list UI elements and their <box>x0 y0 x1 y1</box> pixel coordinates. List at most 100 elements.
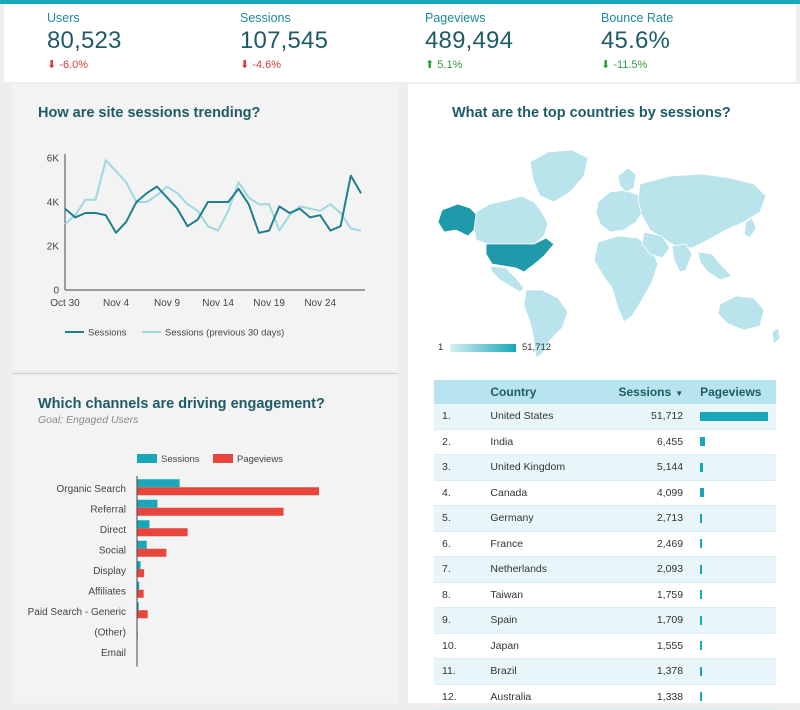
bar-sessions[interactable] <box>137 520 150 529</box>
trend-title: How are site sessions trending? <box>38 105 261 121</box>
sessions-cell: 1,759 <box>607 582 699 608</box>
map-region-scandinavia[interactable] <box>617 167 637 193</box>
legend-swatch-sessions <box>137 454 157 463</box>
x-tick-label: Nov 24 <box>304 298 336 309</box>
category-label: Email <box>101 648 126 659</box>
kpi-value: 45.6% <box>601 27 671 54</box>
sort-descending-icon: ▼ <box>675 389 684 398</box>
kpi-users[interactable]: Users 80,523 ⬇ -6.0% <box>47 11 122 71</box>
kpi-pageviews[interactable]: Pageviews 489,494 ⬆ 5.1% <box>425 11 513 71</box>
table-row[interactable]: 2. India 6,455 <box>434 429 776 455</box>
country-cell: Canada <box>490 480 608 506</box>
arrow-down-icon: ⬇ <box>240 59 250 71</box>
y-tick-label: 6K <box>47 154 60 165</box>
bar-pageviews[interactable] <box>137 610 148 619</box>
table-row[interactable]: 5. Germany 2,713 <box>434 505 776 532</box>
bar-pageviews[interactable] <box>137 548 167 557</box>
kpi-value: 80,523 <box>47 27 122 54</box>
legend-label-pageviews: Pageviews <box>237 454 283 465</box>
bar-sessions[interactable] <box>137 602 139 611</box>
series-line-sessions[interactable] <box>64 174 362 234</box>
y-tick-label: 0 <box>53 286 59 297</box>
world-map[interactable] <box>430 140 790 365</box>
map-region-mexico[interactable] <box>489 265 525 293</box>
map-region-south-america[interactable] <box>523 289 569 359</box>
rank-cell: 11. <box>434 658 491 685</box>
bar-pageviews[interactable] <box>137 507 284 516</box>
bar-sessions[interactable] <box>137 581 140 590</box>
bar-pageviews[interactable] <box>137 487 320 496</box>
sessions-cell: 1,378 <box>607 658 699 685</box>
pageviews-column-header[interactable]: Pageviews <box>698 380 776 404</box>
country-cell: Australia <box>490 684 608 710</box>
sessions-cell: 1,338 <box>607 684 699 710</box>
country-cell: France <box>490 531 608 557</box>
sessions-column-header[interactable]: Sessions ▼ <box>607 380 699 404</box>
rank-cell: 2. <box>434 429 491 455</box>
channels-subtitle: Goal: Engaged Users <box>38 414 139 426</box>
y-tick-label: 4K <box>47 198 60 209</box>
sessions-cell: 4,099 <box>607 480 699 506</box>
sessions-cell: 5,144 <box>607 454 699 481</box>
pageviews-cell <box>698 454 776 481</box>
series-line-previous[interactable] <box>64 159 362 232</box>
table-row[interactable]: 10. Japan 1,555 <box>434 633 776 659</box>
bar-pageviews[interactable] <box>137 569 145 578</box>
sessions-trend-chart[interactable]: 0 2K 4K 6K Oct 30 Nov 4 Nov 9 Nov 14 Nov 19 Nov 2… <box>28 145 378 350</box>
map-region-japan[interactable] <box>743 217 757 239</box>
pageviews-cell <box>698 531 776 557</box>
country-cell: Germany <box>490 505 608 532</box>
table-row[interactable]: 8. Taiwan 1,759 <box>434 582 776 608</box>
map-region-asia[interactable] <box>637 173 767 249</box>
map-region-alaska[interactable] <box>437 203 477 237</box>
kpi-sessions[interactable]: Sessions 107,545 ⬇ -4.6% <box>240 11 328 71</box>
bar-sessions[interactable] <box>137 479 180 488</box>
country-cell: Spain <box>490 607 608 634</box>
map-region-united-states[interactable] <box>485 237 555 273</box>
pageviews-cell <box>698 404 776 430</box>
table-row[interactable]: 3. United Kingdom 5,144 <box>434 454 776 481</box>
map-region-australia[interactable] <box>717 295 765 331</box>
top-accent-bar <box>0 0 800 4</box>
category-label: Organic Search <box>57 484 126 495</box>
map-region-middle-east[interactable] <box>641 231 671 259</box>
x-tick-label: Nov 4 <box>103 298 130 309</box>
map-region-africa[interactable] <box>593 235 659 323</box>
map-region-europe[interactable] <box>595 189 645 233</box>
table-row[interactable]: 1. United States 51,712 <box>434 404 776 430</box>
bar-sessions[interactable] <box>137 561 141 570</box>
table-row[interactable]: 9. Spain 1,709 <box>434 607 776 634</box>
bar-sessions[interactable] <box>137 540 147 549</box>
table-row[interactable]: 7. Netherlands 2,093 <box>434 556 776 583</box>
table-row[interactable]: 6. France 2,469 <box>434 531 776 557</box>
arrow-down-icon: ⬇ <box>47 59 57 71</box>
bar-pageviews[interactable] <box>137 528 188 537</box>
countries-table: Country Sessions ▼ Pageviews 1. United Sta… <box>434 380 776 710</box>
bar-sessions[interactable] <box>137 499 158 508</box>
map-region-greenland[interactable] <box>529 149 589 203</box>
map-title: What are the top countries by sessions? <box>452 105 731 121</box>
country-column-header[interactable]: Country <box>490 380 608 404</box>
bar-pageviews[interactable] <box>137 589 144 598</box>
map-legend-gradient <box>450 344 516 352</box>
pageviews-bar <box>700 641 703 651</box>
pageviews-bar <box>700 590 703 600</box>
kpi-value: 489,494 <box>425 27 514 54</box>
sessions-cell: 2,093 <box>607 556 699 583</box>
map-region-india[interactable] <box>671 243 693 273</box>
table-row[interactable]: 11. Brazil 1,378 <box>434 658 776 685</box>
map-legend-max: 51,712 <box>522 342 552 353</box>
map-region-new-zealand[interactable] <box>771 327 781 345</box>
channels-bar-chart[interactable]: Sessions Pageviews Organic Search Referral D… <box>14 446 398 690</box>
kpi-bounce-rate[interactable]: Bounce Rate 45.6% ⬇ -11.5% <box>601 11 673 71</box>
pageviews-cell <box>698 607 776 634</box>
arrow-down-icon: ⬇ <box>601 59 611 71</box>
legend-label-previous: Sessions (previous 30 days) <box>165 328 284 339</box>
channels-panel <box>12 376 398 703</box>
map-region-canada[interactable] <box>473 195 549 245</box>
table-row[interactable]: 12. Australia 1,338 <box>434 684 776 710</box>
table-row[interactable]: 4. Canada 4,099 <box>434 480 776 506</box>
map-region-southeast-asia[interactable] <box>697 251 733 281</box>
sessions-cell: 6,455 <box>607 429 699 455</box>
rank-cell: 3. <box>434 454 491 481</box>
